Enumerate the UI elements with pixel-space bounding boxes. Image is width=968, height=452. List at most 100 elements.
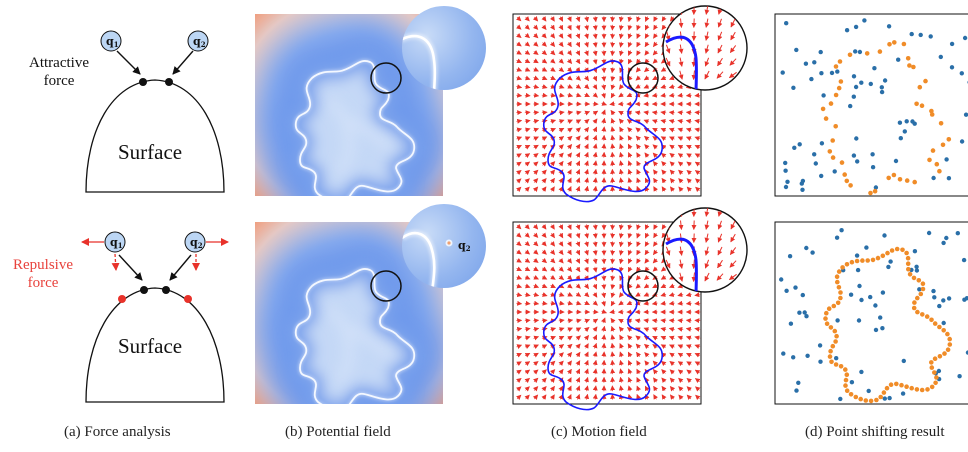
orange-point	[912, 300, 917, 305]
motion-arrow	[635, 283, 641, 289]
zoom-circle	[627, 270, 659, 302]
motion-arrow	[516, 136, 523, 141]
blue-point	[961, 257, 967, 263]
motion-arrow	[584, 160, 589, 167]
motion-arrow	[524, 161, 531, 167]
motion-arrow	[532, 186, 539, 192]
motion-arrow	[575, 24, 581, 31]
motion-arrow	[610, 84, 616, 91]
motion-arrow	[592, 266, 598, 273]
orange-point	[853, 394, 859, 400]
orange-point	[888, 382, 894, 388]
motion-arrow	[618, 33, 624, 40]
blue-point	[839, 228, 844, 233]
blue-point	[944, 235, 949, 241]
motion-arrow	[592, 50, 598, 57]
motion-arrow	[584, 241, 589, 248]
motion-arrow	[583, 335, 590, 341]
motion-arrow	[694, 344, 701, 349]
motion-arrow	[550, 257, 556, 264]
motion-arrow	[575, 160, 581, 167]
caption-a: (a) Force analysis	[64, 424, 171, 440]
motion-arrow	[627, 376, 633, 383]
motion-arrow	[610, 317, 616, 324]
motion-arrow	[541, 300, 548, 306]
motion-arrow	[592, 342, 598, 349]
motion-arrow	[704, 220, 710, 230]
blue-point	[914, 268, 920, 273]
motion-arrow	[677, 84, 684, 89]
motion-arrow	[575, 16, 581, 23]
motion-arrow	[694, 361, 701, 367]
blue-point	[834, 235, 840, 240]
motion-arrow	[704, 259, 710, 269]
surface-point	[162, 286, 170, 294]
motion-arrow	[549, 177, 555, 184]
motion-arrow	[652, 58, 659, 64]
motion-arrow	[533, 75, 540, 81]
orange-point	[858, 396, 863, 402]
motion-arrow	[592, 84, 598, 90]
motion-arrow	[609, 101, 616, 107]
motion-arrow	[583, 266, 589, 273]
motion-arrow	[566, 360, 572, 366]
motion-arrow	[653, 224, 659, 230]
motion-arrow	[610, 300, 616, 307]
motion-arrow	[627, 127, 633, 133]
orange-point	[874, 397, 879, 403]
blue-point	[882, 233, 887, 238]
motion-arrow	[643, 300, 650, 306]
motion-arrow	[652, 41, 659, 48]
blue-point	[910, 119, 915, 124]
orange-point	[942, 351, 947, 356]
blue-point	[926, 230, 932, 236]
motion-arrow	[584, 359, 589, 366]
motion-arrow	[618, 168, 624, 175]
orange-point	[835, 300, 841, 306]
motion-arrow	[618, 224, 624, 231]
blue-point	[931, 175, 936, 181]
blue-point	[851, 94, 856, 99]
motion-arrow	[627, 160, 633, 167]
blue-point	[964, 296, 968, 301]
orange-point	[929, 360, 934, 365]
motion-arrow	[584, 33, 589, 40]
motion-arrow	[524, 274, 531, 280]
orange-point	[828, 325, 834, 330]
motion-arrow	[533, 136, 539, 142]
motion-arrow	[677, 344, 684, 350]
motion-arrow	[653, 377, 659, 383]
motion-arrow	[717, 18, 723, 28]
motion-arrow	[601, 317, 606, 324]
blue-point	[809, 76, 814, 82]
motion-arrow	[635, 343, 642, 349]
orange-point	[832, 328, 838, 334]
motion-arrow	[524, 84, 531, 90]
motion-arrow	[567, 283, 573, 289]
zoom-inset-bottom: q2	[402, 204, 486, 288]
blue-point	[944, 157, 949, 162]
surface-outline-bottom	[85, 287, 225, 403]
orange-point	[930, 148, 936, 153]
motion-arrow	[669, 369, 676, 375]
motion-arrow	[516, 118, 523, 124]
motion-arrow	[636, 24, 641, 31]
orange-point	[844, 372, 850, 378]
motion-arrow	[558, 266, 564, 272]
motion-arrow	[533, 300, 540, 306]
motion-arrow	[685, 326, 692, 332]
panel-c-motion-field	[512, 5, 748, 411]
motion-arrow	[524, 32, 530, 39]
orange-point	[932, 321, 938, 326]
blue-point	[813, 161, 818, 166]
blue-point	[855, 159, 860, 164]
motion-arrow	[685, 300, 692, 306]
motion-arrow	[636, 224, 641, 231]
motion-arrow	[644, 16, 650, 22]
motion-arrow	[685, 318, 692, 324]
motion-arrow	[669, 186, 676, 192]
motion-arrow	[524, 352, 531, 358]
motion-arrow	[695, 186, 701, 193]
orange-point	[904, 250, 909, 256]
motion-arrow	[669, 283, 675, 289]
